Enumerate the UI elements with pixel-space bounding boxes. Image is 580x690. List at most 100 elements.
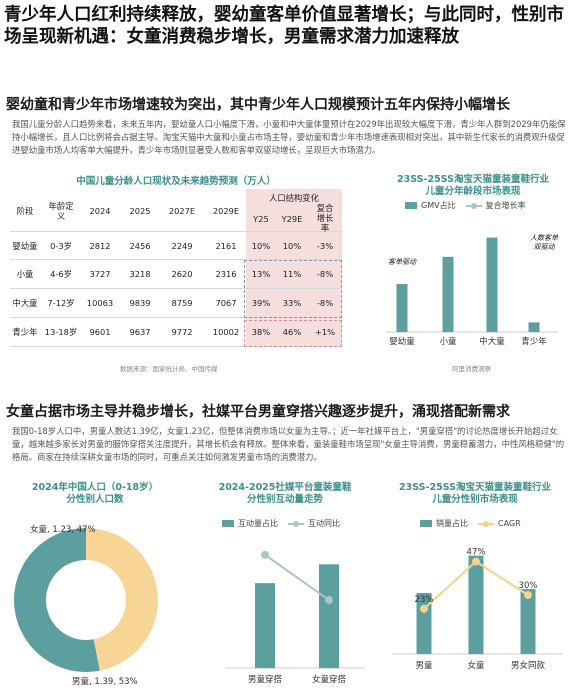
chart1-title-line1: 23SS-25SS淘宝天猫童装童鞋行业	[397, 174, 549, 185]
table-title: 中国儿童分龄人口现状及未来趋势预测（万人）	[76, 176, 276, 187]
yoy-point	[261, 550, 269, 559]
annotation-line: 人数客单	[530, 234, 559, 242]
table-cell: 9601	[89, 326, 111, 337]
chart3-legend-bar: 互动量占比	[238, 519, 278, 528]
annotation-line: 双驱动	[534, 243, 556, 251]
table-cell: 青少年	[12, 326, 38, 337]
section2-paragraph: 我国0-18岁人口中，男童人数达1.39亿，女童1.23亿，但整体消费市场以女童…	[12, 426, 565, 462]
cagr-point	[420, 604, 428, 613]
chart1-legend-gmv: GMV占比	[421, 201, 456, 210]
data-label: 47%	[467, 548, 486, 558]
table-cell: 2161	[215, 240, 237, 251]
chart1-title-line2: 儿童分年龄段市场表现	[425, 186, 521, 197]
gmv-bar	[396, 284, 408, 332]
table-cell: 0-3岁	[50, 240, 72, 251]
yoy-line	[264, 554, 330, 601]
table-cell: 2812	[89, 240, 111, 251]
data-label: 30%	[519, 581, 538, 591]
x-tick-label: 女童穿搭	[312, 674, 347, 685]
chart4-title-line2: 儿童分性别市场表现	[432, 494, 518, 505]
gmv-bar	[442, 256, 454, 332]
chart4-title-line1: 23SS-25SS淘宝天猫童装童鞋行业	[399, 482, 551, 493]
table-cell: 10063	[86, 297, 114, 308]
table-divider	[10, 231, 342, 232]
table-divider	[10, 288, 342, 289]
legend-line-swatch	[288, 520, 304, 527]
interaction-bar	[255, 583, 275, 668]
table-cell: 中大童	[12, 297, 38, 308]
table-divider	[10, 317, 342, 318]
x-tick-label: 小童	[439, 336, 457, 347]
data-label: 23%	[415, 595, 434, 605]
header-2025: 2025	[129, 206, 151, 216]
table-source: 数据来源：国家统计局、中国传媒	[120, 365, 218, 373]
chart3-legend: 互动量占比 互动同比	[222, 518, 340, 529]
table-cell: 2620	[171, 268, 193, 279]
table-cell: 10%	[282, 240, 302, 251]
table-cell: -8%	[316, 297, 334, 308]
chart1-svg: 婴幼童 小童 中大童 青少年 客单驱动 人数客单双驱动	[386, 234, 559, 347]
report-headline: 青少年人口红利持续释放，婴幼童客单价值显著增长；与此同时，性别市场呈现新机遇：女…	[4, 5, 564, 47]
chart2-title-line1: 2024年中国人口（0-18岁）	[31, 482, 159, 493]
table-cell: -3%	[316, 240, 334, 251]
legend-line-swatch	[465, 202, 482, 209]
table-divider	[10, 346, 342, 347]
yoy-point	[325, 596, 333, 605]
chart1-title: 23SS-25SS淘宝天猫童装童鞋行业 儿童分年龄段市场表现	[368, 174, 578, 198]
chart3-title-line2: 分性别互动量走势	[246, 494, 323, 505]
header-stage: 阶段	[16, 206, 34, 216]
table-cell: 8759	[171, 297, 193, 308]
legend-bar-swatch	[420, 520, 432, 527]
group-header: 人口结构变化	[269, 193, 319, 203]
chart1-legend-cagr: 复合增长率	[485, 201, 526, 210]
table-cell: 7-12岁	[47, 297, 75, 308]
table-cell: 38%	[251, 326, 271, 337]
header-2027e: 2027E	[168, 206, 196, 216]
header-age: 年龄定义	[48, 201, 74, 221]
table-cell: 11%	[282, 268, 302, 279]
x-tick-label: 男女同款	[511, 660, 546, 671]
gmv-bar	[528, 322, 540, 332]
population-table: 人口结构变化 阶段 年龄定义 2024 2025 2027E 2029E Y25…	[10, 189, 342, 347]
x-tick-label: 婴幼童	[389, 336, 415, 347]
table-cell: 13%	[251, 268, 271, 279]
legend-bar-swatch	[222, 520, 234, 527]
interaction-bar	[319, 564, 339, 668]
cagr-point	[524, 591, 532, 599]
cagr-point	[472, 557, 480, 566]
legend-line-swatch	[478, 520, 494, 527]
table-cell: 2249	[171, 240, 193, 251]
annotation-label: 客单驱动	[388, 258, 417, 266]
chart1-legend: GMV占比 复合增长率	[405, 200, 526, 211]
table-cell: 2316	[215, 268, 237, 279]
highlight-box-pink	[244, 320, 342, 347]
table-cell: 13-18岁	[44, 326, 78, 337]
table-cell: -8%	[316, 268, 334, 279]
x-tick-label: 男童	[415, 660, 433, 671]
table-divider	[10, 259, 342, 260]
table-cell: 10%	[251, 240, 271, 251]
section1-title: 婴幼童和青少年市场增速较为突出，其中青少年人口规模预计五年内保持小幅增长	[6, 97, 510, 113]
section1-paragraph: 我国儿童分龄人口趋势来看，未来五年内，婴幼童人口小幅度下滑，小童和中大童体量预计…	[12, 119, 566, 155]
header-y25: Y25	[253, 214, 269, 224]
chart3-title-line1: 2024-2025社媒平台童装童鞋	[218, 482, 352, 493]
table-cell: 7067	[215, 297, 237, 308]
x-tick-label: 中大童	[479, 336, 505, 347]
table-cell: 小童	[16, 268, 34, 279]
x-tick-label: 男童穿搭	[248, 674, 283, 685]
highlight-box-blue	[244, 260, 342, 318]
table-cell: 9772	[171, 326, 193, 337]
table-cell: 2456	[129, 240, 151, 251]
gmv-bar	[486, 237, 498, 332]
header-2024: 2024	[89, 206, 111, 216]
table-cell: 39%	[251, 297, 271, 308]
chart4-legend-line: CAGR	[498, 519, 521, 528]
chart3-legend-line: 互动同比	[308, 519, 340, 528]
table-cell: 3727	[89, 268, 111, 279]
table-cell: 46%	[282, 326, 302, 337]
female-slice-label: 女童, 1.23, 47%	[30, 524, 96, 535]
chart3-svg: 男童穿搭 女童穿搭	[225, 550, 365, 685]
table-cell: 婴幼童	[12, 240, 38, 251]
male-slice-label: 男童, 1.39, 53%	[72, 676, 138, 687]
chart2-title-line2: 分性别人口数	[66, 494, 124, 505]
